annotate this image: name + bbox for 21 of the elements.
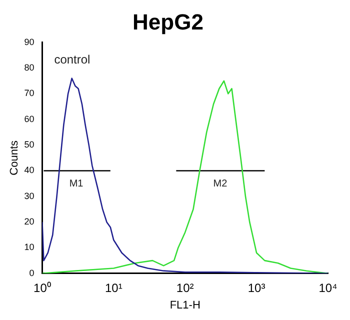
annotation: control [54,52,90,67]
y-tick-label: 10 [24,242,34,252]
x-tick-label: 10⁴ [318,280,338,295]
y-tick-label: 30 [24,190,34,201]
y-tick-label: 90 [24,36,34,47]
x-tick-label: 10² [176,280,194,295]
x-tick-label: 10¹ [104,280,122,295]
y-tick-label: 0 [29,268,34,278]
y-tick-label: 50 [24,140,34,150]
x-tick-label: 10⁰ [34,280,51,295]
x-tick-label: 10³ [248,280,266,295]
y-axis-title: Counts [8,140,21,176]
annotation: M2 [213,178,228,190]
annotation: M1 [69,178,84,190]
y-tick-label: 70 [24,88,34,98]
chart-title: HepG2 [132,9,204,34]
x-axis-title: FL1-H [170,299,200,312]
y-tick-label: 40 [24,165,34,176]
y-tick-label: 80 [24,62,34,73]
y-tick-label: 60 [24,114,34,124]
y-tick-label: 20 [24,216,34,227]
